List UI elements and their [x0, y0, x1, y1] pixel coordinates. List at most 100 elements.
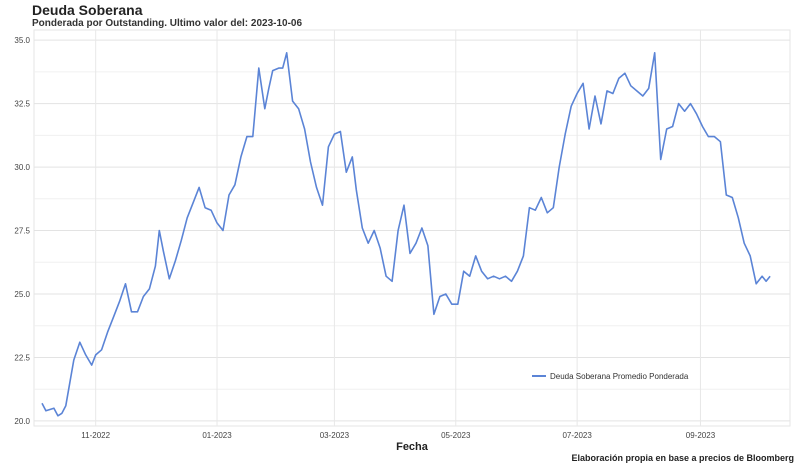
data-point — [499, 278, 501, 280]
plot-panel — [33, 29, 791, 427]
data-point — [65, 405, 67, 407]
data-point — [469, 275, 471, 277]
data-point — [252, 136, 254, 138]
data-point — [642, 95, 644, 97]
data-point — [298, 108, 300, 110]
data-point — [576, 93, 578, 95]
data-point — [612, 93, 614, 95]
data-point — [119, 301, 121, 303]
data-point — [725, 194, 727, 196]
data-point — [594, 95, 596, 97]
data-point — [558, 166, 560, 168]
x-tick-label: 09-2023 — [686, 431, 716, 440]
data-point — [690, 103, 692, 105]
data-point — [148, 288, 150, 290]
data-point — [385, 275, 387, 277]
data-point — [749, 255, 751, 257]
data-point — [278, 67, 280, 69]
x-tick-label: 11-2022 — [81, 431, 110, 440]
chart-title: Deuda Soberana — [32, 2, 143, 18]
data-point — [391, 280, 393, 282]
y-tick-label: 20.0 — [14, 417, 30, 426]
data-point — [516, 270, 518, 272]
data-point — [707, 136, 709, 138]
series-line-deuda-soberana — [41, 52, 771, 417]
x-axis-ticks: 11-2022 01-2023 03-2023 05-2023 07-2023 09-20… — [81, 431, 715, 440]
data-point — [162, 250, 164, 252]
data-point — [228, 194, 230, 196]
data-point — [131, 311, 133, 313]
data-point — [606, 90, 608, 92]
data-point — [415, 242, 417, 244]
gridlines — [34, 30, 790, 426]
data-point — [743, 242, 745, 244]
source-caption: Elaboración propia en base a precios de … — [571, 453, 794, 463]
data-point — [666, 128, 668, 130]
data-point — [264, 108, 266, 110]
data-point — [409, 252, 411, 254]
data-point — [95, 354, 97, 356]
data-point — [351, 156, 353, 158]
data-point — [373, 230, 375, 232]
data-point — [286, 52, 288, 54]
data-point — [210, 209, 212, 211]
data-point — [310, 161, 312, 163]
data-point — [158, 230, 160, 232]
x-tick-label: 07-2023 — [562, 431, 592, 440]
data-point — [397, 230, 399, 232]
data-point — [540, 197, 542, 199]
y-tick-label: 22.5 — [14, 353, 30, 362]
data-point — [534, 209, 536, 211]
data-point — [125, 283, 127, 285]
x-tick-label: 03-2023 — [320, 431, 350, 440]
legend-label: Deuda Soberana Promedio Ponderada — [550, 372, 689, 381]
data-point — [258, 67, 260, 69]
data-point — [204, 207, 206, 209]
data-point — [672, 126, 674, 128]
data-point — [91, 364, 93, 366]
data-point — [113, 316, 115, 318]
data-point — [546, 212, 548, 214]
data-point — [636, 90, 638, 92]
data-point — [234, 184, 236, 186]
data-point — [379, 247, 381, 249]
data-point — [168, 278, 170, 280]
y-tick-label: 30.0 — [14, 163, 30, 172]
data-point — [630, 85, 632, 87]
data-point — [333, 133, 335, 135]
data-point — [137, 311, 139, 313]
data-point — [180, 240, 182, 242]
data-point — [684, 110, 686, 112]
data-point — [439, 296, 441, 298]
data-point — [481, 270, 483, 272]
data-point — [361, 227, 363, 229]
data-point — [660, 159, 662, 161]
x-tick-label: 05-2023 — [441, 431, 471, 440]
y-axis-ticks: 20.0 22.5 25.0 27.5 30.0 32.5 35.0 — [14, 36, 30, 426]
data-point — [339, 131, 341, 133]
data-point — [463, 270, 465, 272]
y-tick-label: 25.0 — [14, 290, 30, 299]
chart-subtitle: Ponderada por Outstanding. Ultimo valor … — [32, 18, 303, 29]
data-point — [216, 222, 218, 224]
data-point — [85, 354, 87, 356]
data-point — [304, 128, 306, 130]
data-point — [769, 275, 771, 277]
data-point — [588, 128, 590, 130]
data-point — [421, 227, 423, 229]
data-point — [61, 412, 63, 414]
x-axis-label: Fecha — [396, 441, 429, 453]
data-point — [142, 296, 144, 298]
data-point — [457, 303, 459, 305]
data-point — [101, 349, 103, 351]
x-tick-label: 01-2023 — [202, 431, 232, 440]
data-point — [528, 207, 530, 209]
data-point — [600, 123, 602, 125]
data-point — [154, 265, 156, 267]
data-point — [433, 313, 435, 315]
data-point — [192, 202, 194, 204]
data-point — [292, 100, 294, 102]
data-point — [522, 255, 524, 257]
data-point — [186, 217, 188, 219]
